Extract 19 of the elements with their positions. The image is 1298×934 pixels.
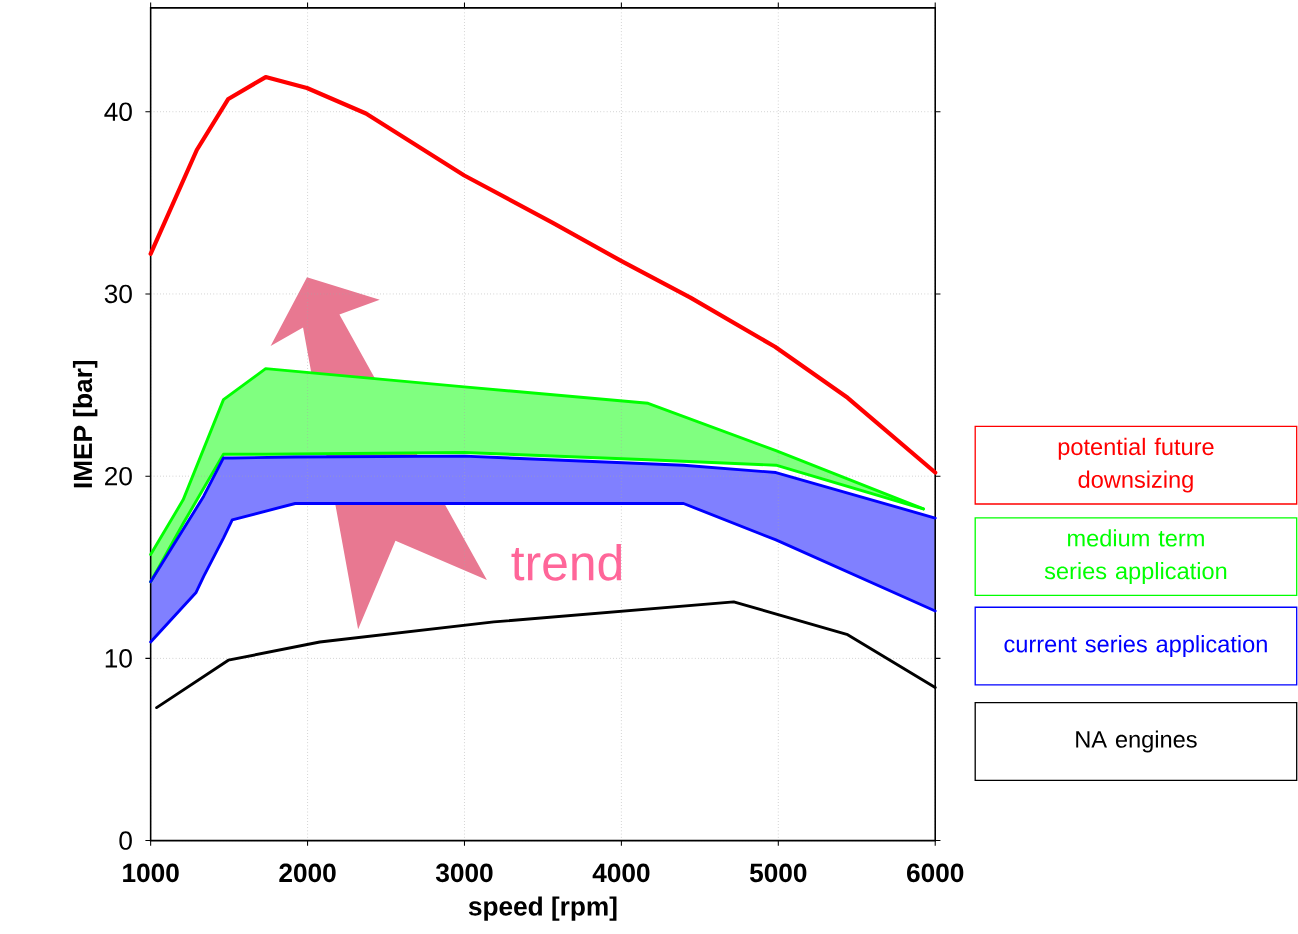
annotation: trend (511, 544, 622, 581)
y-tick-label: 20 (105, 466, 132, 486)
text: potential future downsizing (1058, 437, 1214, 493)
y-tick-label: 40 (104, 102, 132, 121)
line-series (148, 75, 938, 475)
x-axis-title: speed [rpm] (468, 896, 617, 921)
y-tick-label: 0 (119, 831, 132, 850)
x-tick-label: 5000 (749, 863, 807, 883)
x-tick-label: 2000 (279, 863, 336, 883)
y-tick-label: 30 (104, 284, 132, 304)
text: medium term series application (1044, 529, 1227, 585)
x-tick-label: 6000 (907, 863, 964, 883)
x-tick-label: 4000 (592, 863, 650, 883)
y-axis-title: IMEP [bar] (72, 360, 98, 488)
text: NA engines (1076, 730, 1197, 753)
text: current series application (1004, 635, 1267, 658)
y-tick-label: 10 (105, 649, 132, 668)
x-tick-label: 1000 (123, 863, 179, 883)
x-tick-label: 3000 (435, 863, 493, 883)
